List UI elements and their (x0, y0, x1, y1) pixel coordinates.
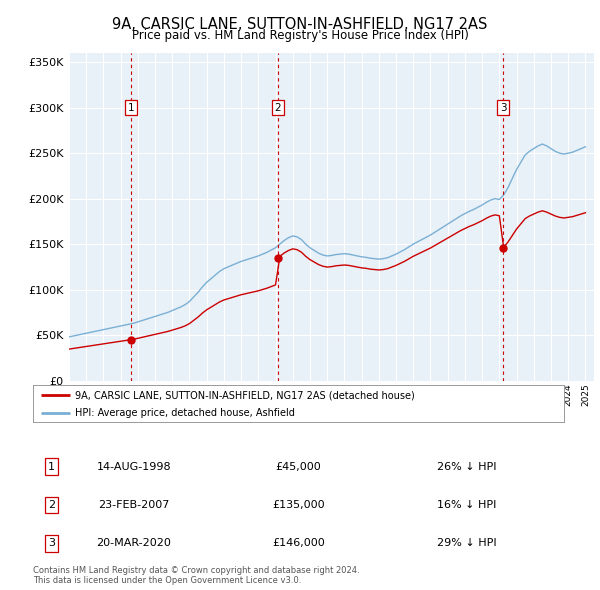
Text: 14-AUG-1998: 14-AUG-1998 (97, 462, 171, 471)
Text: 1: 1 (128, 103, 134, 113)
Text: 1: 1 (48, 462, 55, 471)
Text: £135,000: £135,000 (272, 500, 325, 510)
Text: 3: 3 (48, 539, 55, 548)
Text: 2: 2 (275, 103, 281, 113)
Text: 20-MAR-2020: 20-MAR-2020 (97, 539, 172, 548)
Text: 16% ↓ HPI: 16% ↓ HPI (437, 500, 496, 510)
Text: 29% ↓ HPI: 29% ↓ HPI (437, 539, 496, 548)
Text: 26% ↓ HPI: 26% ↓ HPI (437, 462, 496, 471)
Text: £45,000: £45,000 (275, 462, 322, 471)
Text: 2: 2 (48, 500, 55, 510)
Text: £146,000: £146,000 (272, 539, 325, 548)
Text: 9A, CARSIC LANE, SUTTON-IN-ASHFIELD, NG17 2AS: 9A, CARSIC LANE, SUTTON-IN-ASHFIELD, NG1… (112, 17, 488, 31)
Text: 9A, CARSIC LANE, SUTTON-IN-ASHFIELD, NG17 2AS (detached house): 9A, CARSIC LANE, SUTTON-IN-ASHFIELD, NG1… (76, 390, 415, 400)
Text: HPI: Average price, detached house, Ashfield: HPI: Average price, detached house, Ashf… (76, 408, 295, 418)
Text: Price paid vs. HM Land Registry's House Price Index (HPI): Price paid vs. HM Land Registry's House … (131, 30, 469, 42)
Text: Contains HM Land Registry data © Crown copyright and database right 2024.
This d: Contains HM Land Registry data © Crown c… (33, 566, 359, 585)
Text: 3: 3 (500, 103, 506, 113)
Text: 23-FEB-2007: 23-FEB-2007 (98, 500, 170, 510)
